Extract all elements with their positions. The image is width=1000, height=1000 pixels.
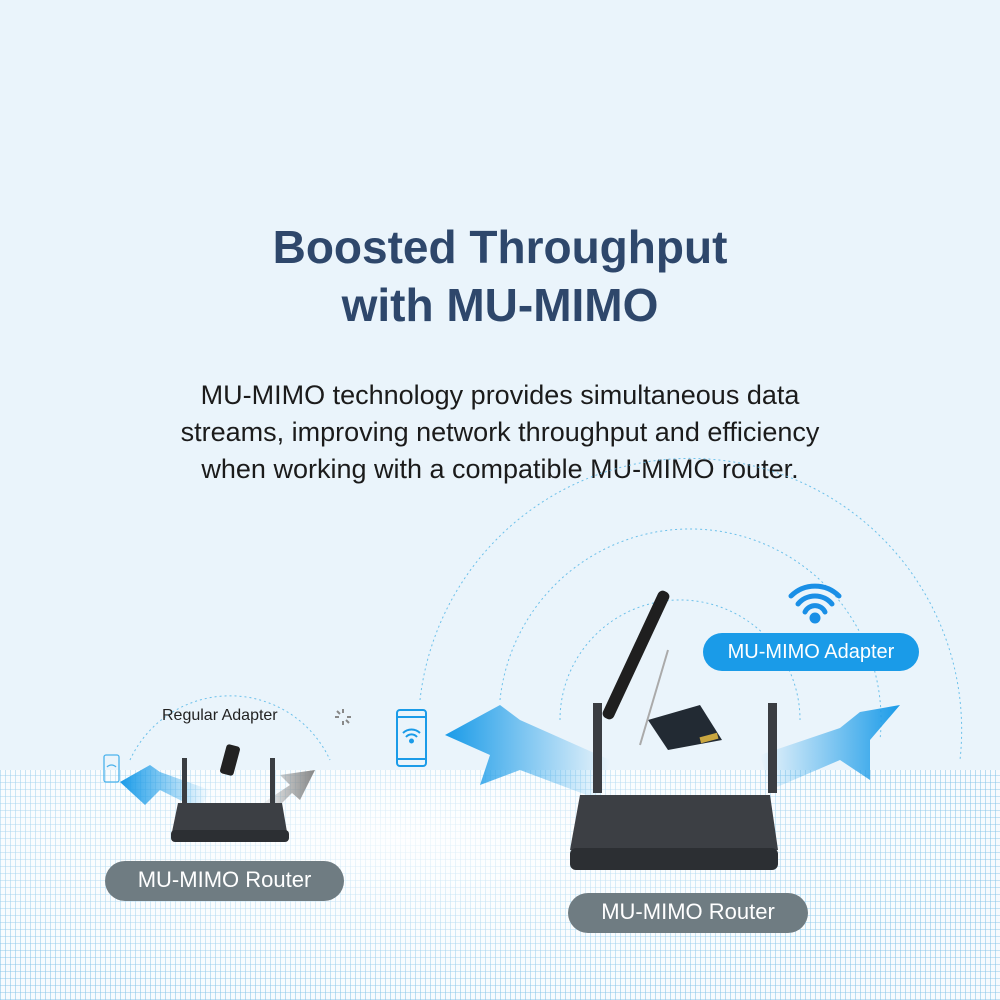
headline-line-1: Boosted Throughput: [272, 221, 728, 273]
description-line-2: streams, improving network throughput an…: [180, 417, 820, 447]
right-signal-arrow: [760, 705, 900, 790]
large-router: [570, 703, 778, 870]
small-router-label: MU-MIMO Router: [105, 861, 344, 901]
headline-line-2: with MU-MIMO: [341, 279, 659, 331]
loading-spinner-icon: [335, 709, 351, 725]
phone-icon-small: [103, 754, 120, 783]
small-router: [171, 758, 289, 842]
small-left-arrow: [120, 765, 210, 810]
wifi-icon: [788, 583, 842, 624]
large-router-label: MU-MIMO Router: [568, 893, 808, 933]
usb-adapter: [220, 744, 240, 776]
regular-adapter-label: Regular Adapter: [162, 707, 278, 724]
pcie-adapter: [602, 590, 722, 750]
description-line-1: MU-MIMO technology provides simultaneous…: [200, 380, 800, 410]
phone-icon-large: [396, 709, 427, 767]
headline: Boosted Throughput with MU-MIMO: [0, 218, 1000, 334]
left-signal-arrow: [445, 705, 610, 800]
mu-mimo-adapter-label: MU-MIMO Adapter: [703, 633, 919, 671]
